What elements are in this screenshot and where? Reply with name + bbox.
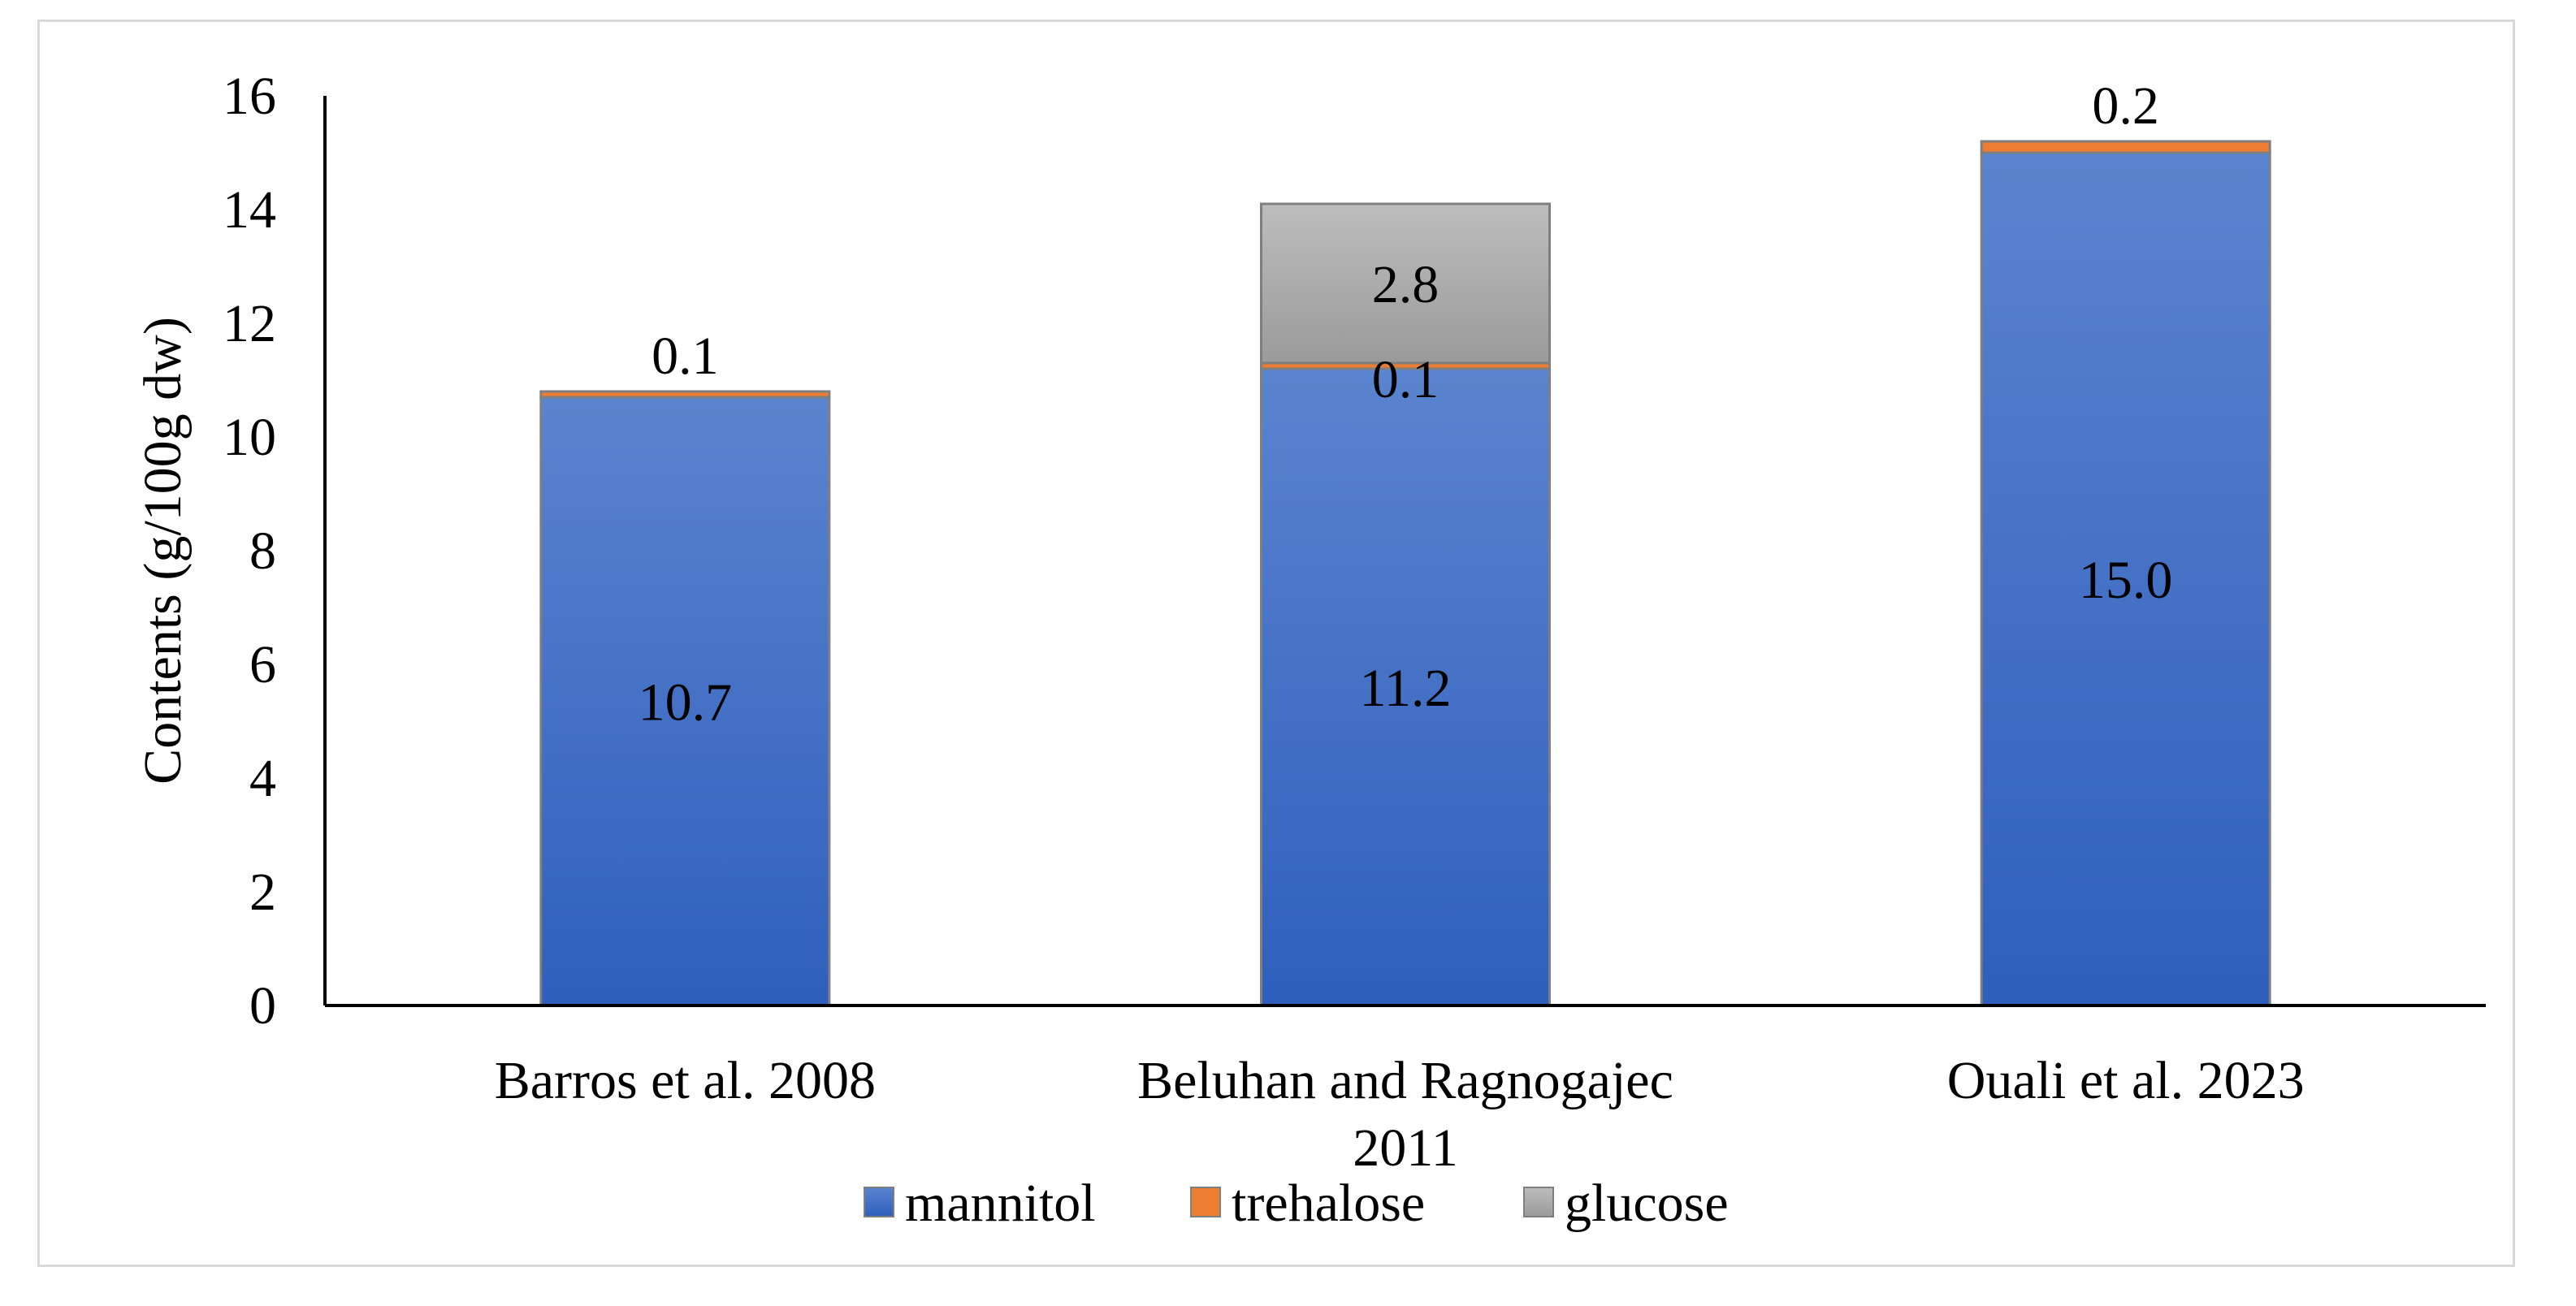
- data-label-mannitol-1: 10.7: [639, 673, 733, 733]
- data-label-trehalose-3: 0.2: [2092, 76, 2159, 136]
- y-tick-label-10: 10: [223, 408, 276, 467]
- x-tick-label-2-line-2: 2011: [1353, 1118, 1458, 1178]
- data-label-mannitol-2: 11.2: [1359, 659, 1451, 718]
- data-label-trehalose-2: 0.1: [1372, 350, 1440, 409]
- x-tick-label-1: Barros et al. 2008: [495, 1051, 876, 1110]
- data-label-glucose-2: 2.8: [1372, 255, 1440, 314]
- x-tick-label-3: Ouali et al. 2023: [1947, 1051, 2305, 1110]
- data-label-mannitol-3: 15.0: [2079, 551, 2173, 610]
- legend-swatch-glucose: [1523, 1187, 1554, 1217]
- y-tick-label-8: 8: [249, 521, 276, 581]
- legend-label-mannitol: mannitol: [905, 1174, 1096, 1233]
- y-axis-title: Contents (g/100g dw): [133, 317, 193, 785]
- bar-glucose-2: [1260, 202, 1551, 365]
- axes-layer: [323, 96, 2486, 1007]
- x-tick-label-2: Beluhan and Ragnogajec: [1137, 1051, 1673, 1110]
- y-tick-label-16: 16: [223, 67, 276, 126]
- legend: mannitol trehalose glucose: [864, 1174, 1729, 1233]
- bar-mannitol-1: [539, 396, 831, 1007]
- bar-trehalose-3: [1980, 140, 2271, 154]
- labels-layer: 10.7 0.1 Barros et al. 2008 11.2 0.1 2.8 Beluh…: [133, 67, 2305, 1178]
- legend-label-trehalose: trehalose: [1232, 1174, 1425, 1233]
- y-tick-label-12: 12: [223, 294, 276, 353]
- y-tick-label-2: 2: [249, 863, 276, 922]
- bars-layer: [539, 140, 2271, 1007]
- legend-label-glucose: glucose: [1565, 1174, 1729, 1233]
- data-label-trehalose-1: 0.1: [652, 326, 719, 386]
- legend-swatch-mannitol: [864, 1187, 894, 1217]
- legend-swatch-trehalose: [1190, 1187, 1221, 1217]
- y-tick-label-0: 0: [249, 976, 276, 1036]
- bar-mannitol-2: [1260, 367, 1551, 1007]
- bar-trehalose-1: [539, 390, 831, 399]
- y-tick-label-4: 4: [249, 749, 276, 808]
- y-tick-label-14: 14: [223, 180, 276, 240]
- y-tick-label-6: 6: [249, 635, 276, 694]
